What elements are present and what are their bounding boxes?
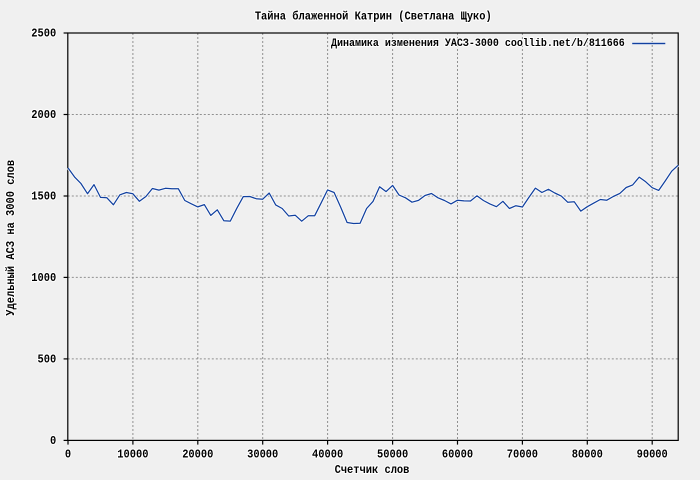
svg-text:10000: 10000 (117, 449, 148, 462)
svg-text:30000: 30000 (247, 449, 278, 462)
svg-text:0: 0 (50, 436, 56, 449)
svg-text:80000: 80000 (572, 449, 603, 462)
svg-text:50000: 50000 (377, 449, 408, 462)
svg-text:20000: 20000 (182, 449, 213, 462)
svg-text:1500: 1500 (31, 191, 56, 204)
svg-text:Счетчик слов: Счетчик слов (335, 464, 410, 477)
svg-text:70000: 70000 (507, 449, 538, 462)
svg-text:Удельный АСЗ на 3000 слов: Удельный АСЗ на 3000 слов (6, 160, 19, 316)
svg-text:40000: 40000 (312, 449, 343, 462)
svg-text:Тайна блаженной Катрин (Светла: Тайна блаженной Катрин (Светлана Щуко) (255, 10, 492, 24)
svg-text:2500: 2500 (31, 28, 56, 41)
svg-text:Динамика изменения УАСЗ-3000 c: Динамика изменения УАСЗ-3000 coollib.net… (331, 38, 625, 51)
svg-text:2000: 2000 (31, 110, 56, 123)
svg-text:500: 500 (37, 354, 56, 367)
svg-text:1000: 1000 (31, 273, 56, 286)
svg-text:60000: 60000 (442, 449, 473, 462)
svg-text:0: 0 (65, 449, 71, 462)
svg-text:90000: 90000 (637, 449, 668, 462)
